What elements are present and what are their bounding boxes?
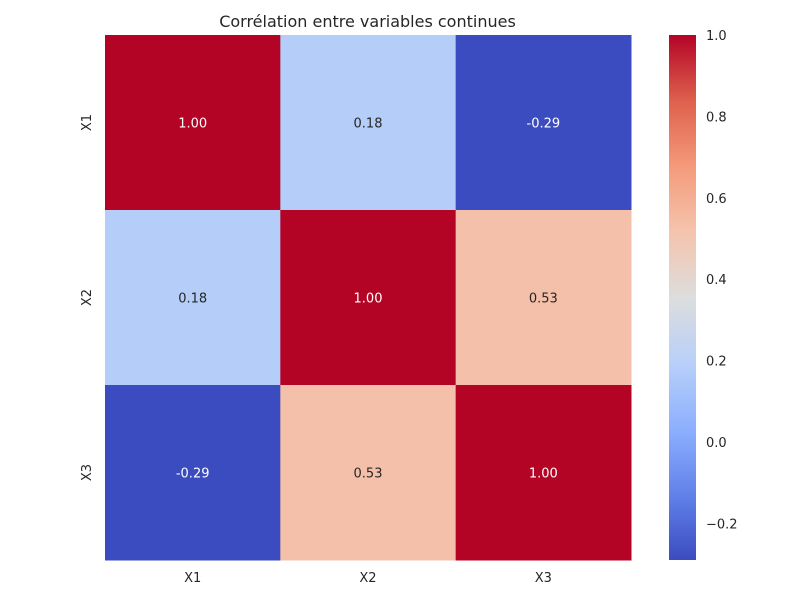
colorbar-ticks: −0.2 0.0 0.2 0.4 0.6 0.8 1.0 xyxy=(706,29,738,532)
y-tick-X2: X2 xyxy=(80,289,95,306)
heatmap-cell-X1-X1 xyxy=(105,35,281,211)
y-tick-X3: X3 xyxy=(80,464,95,481)
x-tick-X2: X2 xyxy=(359,571,376,586)
heatmap-cells xyxy=(105,35,632,561)
cell-label-X3-X3: 1.00 xyxy=(529,467,558,482)
colorbar-tick-4: 0.6 xyxy=(706,192,727,207)
cell-label-X2-X1: 0.18 xyxy=(178,292,207,307)
heatmap-cell-X3-X1 xyxy=(105,385,281,561)
x-axis-ticks: X1 X2 X3 xyxy=(184,571,552,586)
cell-label-X3-X2: 0.53 xyxy=(354,467,383,482)
colorbar-tick-0: −0.2 xyxy=(706,517,738,532)
chart-title: Corrélation entre variables continues xyxy=(219,12,516,31)
colorbar-tick-5: 0.8 xyxy=(706,110,727,125)
colorbar-tick-1: 0.0 xyxy=(706,436,727,451)
cell-label-X1-X2: 0.18 xyxy=(354,117,383,132)
heatmap-cell-X3-X3 xyxy=(455,385,632,561)
x-tick-X1: X1 xyxy=(184,571,201,586)
y-tick-X1: X1 xyxy=(80,114,95,131)
colorbar xyxy=(669,35,696,560)
heatmap-cell-X3-X2 xyxy=(280,385,457,561)
cell-label-X3-X1: -0.29 xyxy=(176,467,210,482)
heatmap-cell-X2-X2 xyxy=(280,210,457,386)
heatmap-cell-X1-X2 xyxy=(280,35,457,211)
heatmap-cell-labels: 1.00 0.18 -0.29 0.18 1.00 0.53 -0.29 0.53 1.00 xyxy=(176,117,560,482)
y-axis-ticks: X1 X2 X3 xyxy=(80,114,95,481)
colorbar-tick-6: 1.0 xyxy=(706,29,727,44)
cell-label-X2-X3: 0.53 xyxy=(529,292,558,307)
x-tick-X3: X3 xyxy=(535,571,552,586)
heatmap-cell-X1-X3 xyxy=(455,35,632,211)
colorbar-tick-3: 0.4 xyxy=(706,273,727,288)
cell-label-X1-X3: -0.29 xyxy=(527,117,561,132)
cell-label-X1-X1: 1.00 xyxy=(178,117,207,132)
heatmap-cell-X2-X3 xyxy=(455,210,632,386)
colorbar-tick-2: 0.2 xyxy=(706,355,727,370)
heatmap-cell-X2-X1 xyxy=(105,210,281,386)
cell-label-X2-X2: 1.00 xyxy=(354,292,383,307)
